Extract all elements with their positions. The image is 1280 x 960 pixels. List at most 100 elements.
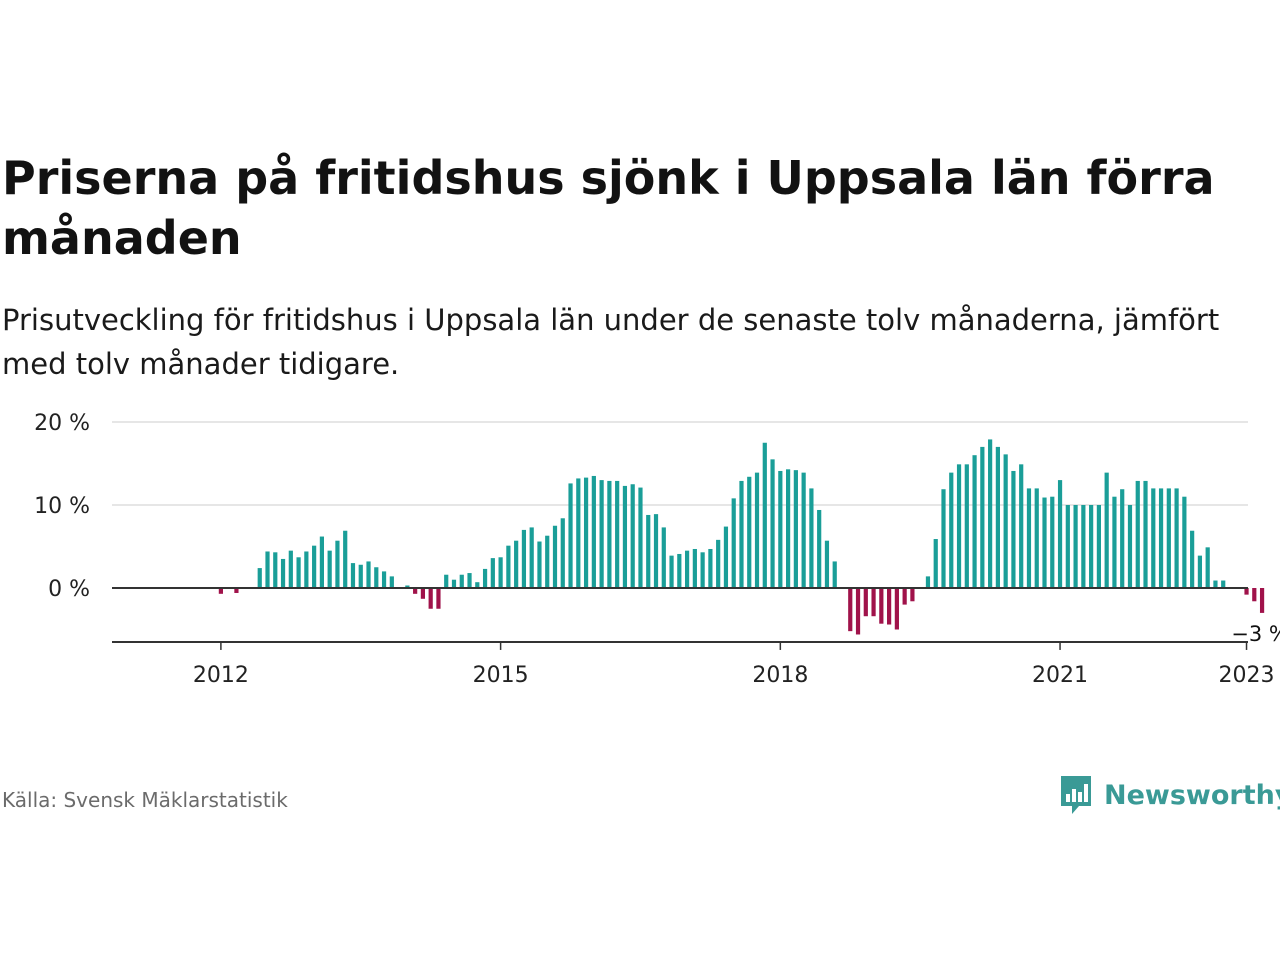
bar	[949, 472, 954, 588]
brand-name: Newsworthy	[1104, 779, 1280, 811]
bar	[1166, 488, 1171, 588]
bar	[467, 573, 472, 588]
bar	[638, 487, 643, 588]
bar	[1057, 480, 1063, 588]
bar	[941, 489, 946, 588]
bar	[1112, 496, 1117, 588]
bar	[451, 579, 457, 588]
bar	[723, 526, 729, 588]
bar	[506, 545, 511, 588]
axis-layer	[112, 587, 1248, 650]
bar	[389, 576, 394, 588]
bar	[1182, 496, 1187, 588]
bar	[786, 469, 791, 588]
bar	[1213, 580, 1218, 588]
bar	[700, 552, 705, 588]
bar	[1205, 547, 1210, 588]
bar	[716, 539, 721, 588]
bar	[980, 446, 985, 588]
bar	[420, 588, 426, 599]
bar	[273, 552, 278, 588]
bar	[1244, 588, 1249, 595]
bar	[514, 540, 519, 588]
bar	[358, 564, 363, 588]
bar	[413, 588, 418, 594]
bar	[568, 483, 573, 588]
bar	[335, 540, 340, 588]
bar	[894, 588, 899, 630]
bar	[475, 582, 480, 588]
bar	[1158, 488, 1164, 588]
bar	[1174, 488, 1179, 588]
bar	[646, 514, 651, 588]
chart-bubble-icon	[1061, 776, 1091, 814]
bar	[374, 567, 379, 588]
bar	[583, 477, 589, 588]
y-tick-label: 20 %	[34, 411, 90, 436]
chart-title: Priserna på fritidshus sjönk i Uppsala l…	[2, 151, 1215, 265]
bar	[607, 480, 612, 588]
bar	[972, 455, 977, 588]
y-tick-label: 10 %	[34, 494, 90, 519]
grid-layer	[112, 421, 1248, 506]
bar	[879, 588, 884, 624]
bar	[343, 530, 348, 588]
bar	[1073, 505, 1078, 588]
bar	[902, 588, 907, 605]
bar	[801, 472, 806, 588]
bar	[731, 498, 736, 588]
bar	[280, 558, 286, 588]
bar	[1120, 489, 1125, 588]
bar	[1151, 488, 1156, 588]
bar	[824, 540, 830, 588]
bar	[1252, 588, 1257, 602]
bar	[521, 529, 527, 588]
bar	[498, 557, 503, 588]
x-tick-label: 2015	[473, 663, 529, 688]
bar	[312, 545, 317, 588]
bar	[956, 464, 962, 588]
bar	[265, 551, 270, 588]
bar	[684, 550, 690, 588]
chart-subtitle: Prisutveckling för fritidshus i Uppsala …	[2, 303, 1220, 381]
bar	[1135, 480, 1140, 588]
bar	[560, 518, 565, 588]
bar	[234, 588, 239, 593]
bar	[444, 574, 449, 588]
newsworthy-logo[interactable]: Newsworthy	[1058, 772, 1280, 818]
bar	[1104, 472, 1109, 588]
bar	[436, 588, 441, 609]
bar	[1127, 505, 1133, 588]
bar	[1190, 530, 1195, 588]
bar	[855, 588, 861, 635]
bar	[754, 472, 760, 588]
bar	[304, 551, 309, 588]
bar	[1050, 496, 1055, 588]
bar	[288, 550, 293, 588]
bar	[615, 480, 620, 588]
bar	[762, 442, 767, 588]
bar	[1011, 470, 1016, 588]
value-annotation: −3 %	[1231, 622, 1280, 646]
bar	[933, 539, 938, 588]
bar	[995, 446, 1000, 588]
bar	[552, 525, 558, 588]
bar	[529, 527, 534, 588]
x-tick-label: 2021	[1032, 663, 1088, 688]
bar	[1143, 480, 1148, 588]
bar	[692, 548, 697, 588]
bar	[653, 514, 659, 588]
bar	[350, 563, 356, 588]
bar	[1081, 505, 1086, 588]
bar	[428, 588, 433, 609]
bar	[747, 476, 752, 588]
source-note: Källa: Svensk Mäklarstatistik	[2, 788, 288, 812]
bar	[863, 588, 868, 617]
bar	[910, 588, 915, 602]
bar	[366, 561, 371, 588]
bar	[591, 475, 596, 588]
bar	[1026, 488, 1032, 588]
bar	[848, 588, 853, 632]
bar	[257, 568, 262, 588]
bar	[739, 480, 744, 588]
